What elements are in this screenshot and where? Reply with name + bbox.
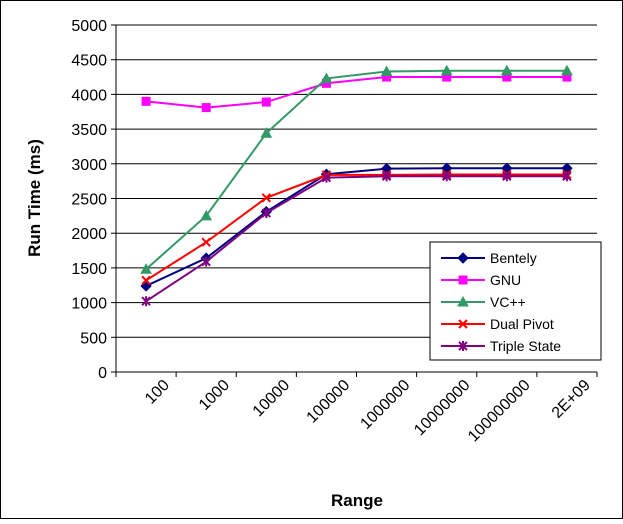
y-tick-label: 1000 — [71, 296, 107, 313]
legend-label: GNU — [490, 272, 521, 288]
data-point — [201, 256, 211, 267]
series-gnu — [141, 72, 572, 113]
data-point — [561, 64, 573, 76]
legend-item-bentely: Bentely — [441, 250, 537, 266]
series-line — [145, 173, 567, 282]
y-tick-label: 3000 — [71, 157, 107, 174]
data-point — [261, 193, 272, 203]
marker-stroke — [201, 237, 211, 247]
axes — [111, 24, 598, 377]
legend-item-gnu: GNU — [441, 272, 521, 288]
legend-item-vc-: VC++ — [441, 294, 526, 310]
series-line — [145, 175, 567, 303]
data-point — [500, 64, 513, 76]
series-line — [145, 69, 567, 271]
data-point — [141, 296, 151, 307]
data-point — [441, 171, 452, 182]
data-point — [141, 275, 151, 286]
legend-label: Dual Pivot — [490, 316, 554, 332]
data-point — [261, 208, 272, 219]
y-tick-label: 4000 — [71, 87, 107, 104]
legend: Bentely GNU VC++ Dual Pivot Triple State — [429, 241, 602, 361]
y-tick-label: 4500 — [71, 53, 107, 70]
legend-marker — [458, 341, 468, 351]
data-point — [440, 64, 453, 76]
legend-item-dual-pivot: Dual Pivot — [441, 316, 554, 332]
data-point — [321, 172, 332, 183]
legend-marker — [458, 275, 468, 285]
data-point — [260, 127, 273, 138]
series-line — [145, 167, 567, 287]
data-point — [320, 72, 333, 83]
y-tick-label: 0 — [98, 365, 107, 382]
y-axis-title: Run Time (ms) — [25, 139, 44, 257]
legend-label: VC++ — [490, 294, 526, 310]
legend-item-triple-state: Triple State — [441, 338, 561, 354]
data-point — [140, 263, 152, 274]
data-point — [502, 171, 512, 182]
data-point — [380, 65, 393, 76]
marker-stroke — [261, 193, 272, 203]
data-point — [201, 103, 211, 113]
x-axis-title: Range — [331, 491, 383, 510]
data-point — [141, 96, 151, 106]
y-tick-label: 2500 — [71, 192, 107, 209]
data-point — [381, 171, 392, 182]
series-layer — [140, 64, 573, 307]
legend-marker — [457, 295, 469, 307]
data-point — [562, 171, 572, 182]
marker-stroke — [458, 319, 468, 329]
series-vc- — [140, 64, 573, 274]
series-triple-state — [141, 171, 572, 307]
y-tick-label: 500 — [80, 330, 107, 347]
legend-marker — [457, 252, 469, 264]
data-point — [201, 237, 211, 247]
legend-label: Triple State — [490, 338, 561, 354]
y-tick-label: 2000 — [71, 226, 107, 243]
data-point — [261, 97, 271, 107]
marker-stroke — [141, 275, 151, 286]
y-tick-label: 1500 — [71, 261, 107, 278]
y-tick-label: 5000 — [71, 18, 107, 35]
data-point — [200, 209, 213, 221]
series-line — [145, 76, 567, 109]
legend-label: Bentely — [490, 250, 537, 266]
legend-marker — [458, 319, 468, 329]
y-tick-label: 3500 — [71, 122, 107, 139]
